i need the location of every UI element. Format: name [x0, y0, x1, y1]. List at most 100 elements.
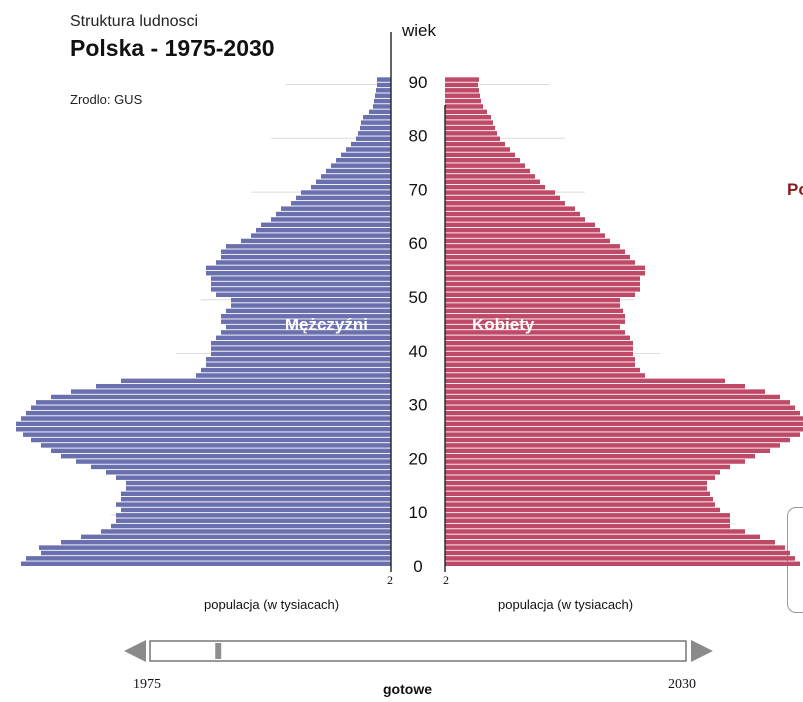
male-bar — [23, 432, 391, 437]
female-bar — [445, 308, 623, 314]
female-bottom-tick: 2 — [443, 573, 449, 587]
male-bar — [361, 120, 391, 125]
female-bar — [445, 383, 745, 389]
female-bar — [445, 147, 510, 152]
female-bar — [445, 179, 540, 185]
female-bar — [445, 561, 800, 566]
male-bar — [121, 491, 391, 497]
timeline-track[interactable] — [149, 640, 687, 662]
male-bar — [231, 303, 391, 308]
timeline-forward-arrow-icon[interactable] — [691, 640, 713, 662]
male-bar — [316, 179, 391, 185]
male-bar — [271, 217, 391, 222]
female-bar — [445, 405, 795, 410]
male-bar — [101, 529, 391, 534]
female-bar — [445, 168, 530, 174]
female-bar — [445, 319, 625, 324]
male-bar — [41, 443, 391, 448]
male-bar — [226, 308, 391, 314]
male-bar — [21, 416, 391, 421]
female-bar — [445, 378, 725, 384]
timeline-handle[interactable] — [215, 643, 222, 659]
timeline-back-arrow-icon[interactable] — [124, 640, 146, 662]
male-bar — [281, 206, 391, 211]
female-bar — [445, 77, 479, 82]
female-bar — [445, 491, 710, 497]
male-bar — [336, 158, 391, 163]
male-bar — [121, 378, 391, 384]
female-bar — [445, 432, 800, 437]
male-bar — [206, 357, 391, 362]
male-bar — [36, 400, 391, 405]
female-bar — [445, 190, 555, 195]
age-tick-label: 20 — [409, 449, 428, 468]
male-bar — [276, 211, 391, 217]
female-bar — [445, 93, 480, 98]
male-bar — [81, 534, 391, 540]
male-bar — [116, 475, 391, 480]
female-population-label: populacja (w tysiacach) — [498, 597, 634, 612]
female-bar — [445, 114, 491, 120]
female-bar — [445, 540, 775, 545]
male-bar — [126, 480, 391, 486]
male-bar — [121, 496, 391, 502]
male-bar — [26, 410, 391, 416]
age-axis-title: wiek — [401, 21, 437, 40]
male-bar — [71, 389, 391, 394]
male-bar — [331, 163, 391, 168]
male-bar — [341, 152, 391, 158]
male-bar — [351, 141, 391, 147]
female-bar — [445, 529, 745, 534]
female-bar — [445, 131, 497, 136]
female-bar — [445, 513, 730, 518]
female-bar — [445, 120, 493, 125]
male-bar — [121, 507, 391, 513]
female-bar — [445, 109, 487, 115]
female-bar — [445, 158, 520, 163]
female-bar — [445, 534, 760, 540]
male-bar — [211, 276, 391, 281]
male-bar — [16, 421, 391, 427]
male-bar — [96, 383, 391, 389]
male-bar — [321, 174, 391, 179]
age-tick-label: 10 — [409, 503, 428, 522]
male-bar — [375, 93, 391, 98]
female-bar — [445, 281, 640, 287]
cropped-side-label: Po — [787, 180, 803, 199]
male-bar — [206, 265, 391, 271]
male-bar — [206, 271, 391, 276]
male-bar — [231, 297, 391, 303]
female-bar — [445, 518, 730, 523]
data-source: Zrodlo: GUS — [70, 92, 143, 107]
male-bar — [91, 464, 391, 470]
male-bar — [31, 405, 391, 410]
male-bar — [251, 233, 391, 238]
male-bar — [21, 561, 391, 566]
male-bar — [221, 319, 391, 324]
male-population-label: populacja (w tysiacach) — [204, 597, 340, 612]
female-bar — [445, 550, 790, 556]
female-bar — [445, 475, 715, 480]
female-bar — [445, 324, 620, 330]
male-bar — [311, 184, 391, 190]
female-bar — [445, 470, 720, 475]
male-bar — [346, 147, 391, 152]
male-bar — [226, 324, 391, 330]
male-bar — [51, 448, 391, 454]
female-bar — [445, 448, 770, 454]
female-bar — [445, 297, 620, 303]
female-bar — [445, 502, 715, 507]
timeline — [124, 640, 713, 662]
male-bar — [369, 109, 391, 115]
female-bar — [445, 98, 481, 104]
male-bar — [360, 125, 391, 131]
male-bar — [51, 394, 391, 400]
female-bar — [445, 351, 633, 357]
male-bar — [16, 427, 391, 432]
female-bars — [445, 77, 803, 566]
male-bar — [296, 195, 391, 201]
female-bar — [445, 287, 640, 292]
female-bar — [445, 292, 635, 297]
male-bar — [61, 540, 391, 545]
